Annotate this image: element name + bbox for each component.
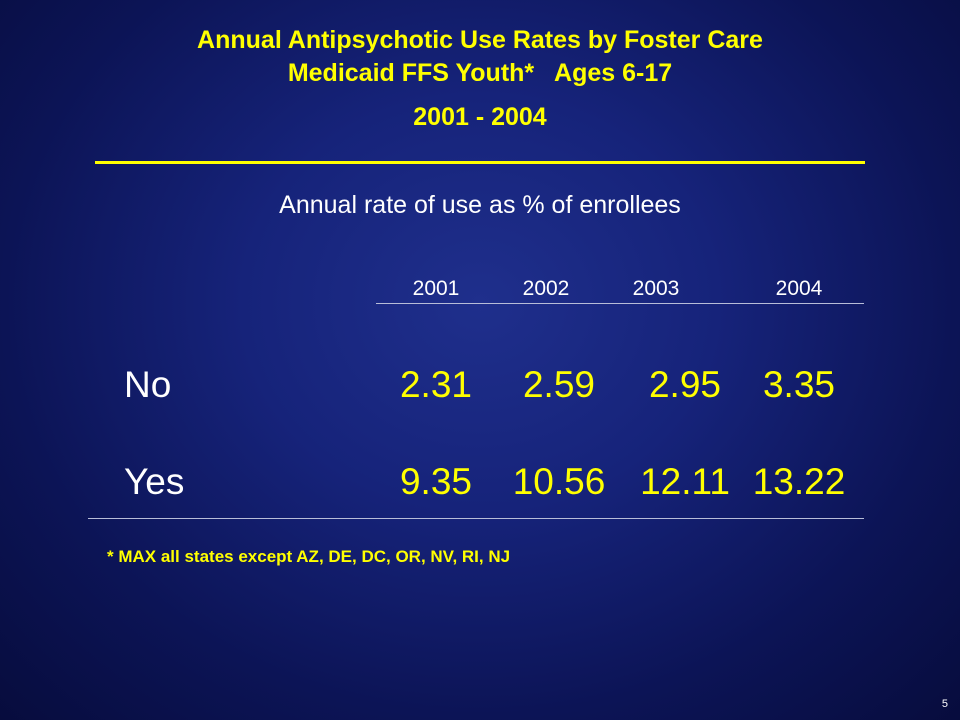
footnote: * MAX all states except AZ, DE, DC, OR, … — [107, 547, 511, 566]
cell-no-2001: 2.31 — [399, 364, 472, 405]
cell-yes-2002: 10.56 — [512, 461, 606, 502]
table-subtitle: Annual rate of use as % of enrollees — [279, 191, 681, 219]
header-divider — [376, 303, 864, 304]
cell-no-2003: 2.95 — [648, 364, 721, 405]
slide-title-line2: Medicaid FFS Youth* Ages 6-17 — [287, 59, 673, 87]
title-divider — [95, 161, 865, 164]
year-header-2004: 2004 — [775, 277, 823, 300]
date-range: 2001 - 2004 — [413, 103, 547, 131]
year-header-2002: 2002 — [522, 277, 570, 300]
row-label-yes: Yes — [124, 461, 185, 502]
cell-yes-2001: 9.35 — [399, 461, 472, 502]
row-label-no: No — [124, 364, 172, 405]
cell-no-2004: 3.35 — [762, 364, 835, 405]
cell-yes-2003: 12.11 — [640, 461, 730, 502]
table-bottom-divider — [88, 518, 864, 519]
cell-yes-2004: 13.22 — [752, 461, 846, 502]
page-number: 5 — [941, 698, 948, 710]
year-header-2001: 2001 — [412, 277, 460, 300]
cell-no-2002: 2.59 — [522, 364, 595, 405]
year-header-2003: 2003 — [632, 277, 680, 300]
slide-title-line1: Annual Antipsychotic Use Rates by Foster… — [197, 26, 763, 54]
